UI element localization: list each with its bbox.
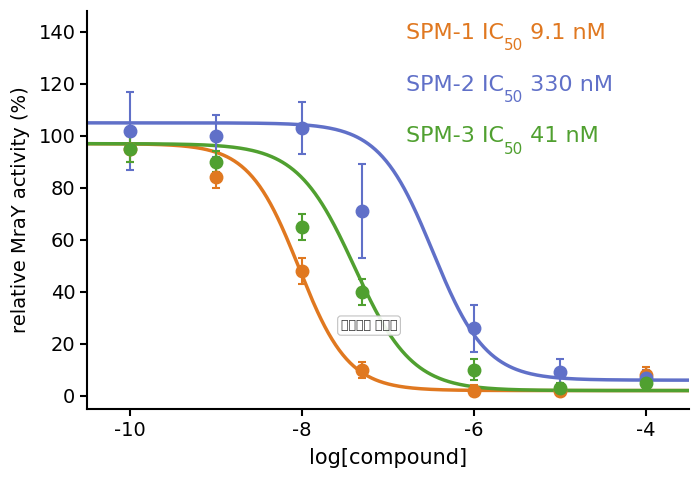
Text: 9.1 nM: 9.1 nM [524, 23, 606, 43]
Y-axis label: relative MraY activity (%): relative MraY activity (%) [11, 87, 30, 333]
Text: 50: 50 [504, 141, 524, 157]
Text: 330 nM: 330 nM [524, 75, 613, 95]
Text: SPM-1 IC: SPM-1 IC [406, 23, 504, 43]
Text: SPM-3 IC: SPM-3 IC [406, 126, 504, 147]
X-axis label: log[compound]: log[compound] [309, 448, 467, 468]
Text: 50: 50 [504, 90, 524, 105]
Text: SPM-2 IC: SPM-2 IC [406, 75, 504, 95]
Text: プロット エリア: プロット エリア [341, 319, 398, 332]
Text: 41 nM: 41 nM [524, 126, 599, 147]
Text: 50: 50 [504, 38, 524, 53]
